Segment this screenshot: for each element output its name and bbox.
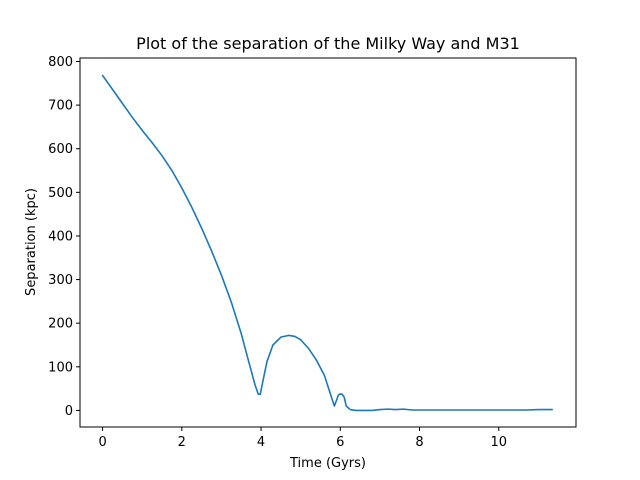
x-tick-label: 10 (490, 435, 507, 450)
x-axis: 0 2 4 6 8 10 (98, 427, 507, 450)
x-tick-label: 4 (257, 435, 265, 450)
y-tick-label: 600 (48, 142, 73, 157)
y-tick-label: 800 (48, 55, 73, 70)
y-tick-label: 300 (48, 273, 73, 288)
y-tick-label: 0 (65, 404, 73, 419)
y-tick-label: 200 (48, 317, 73, 332)
y-tick-label: 500 (48, 186, 73, 201)
plot-area (101, 74, 554, 412)
separation-series-line (101, 74, 554, 412)
y-tick-label: 400 (48, 229, 73, 244)
x-tick-label: 0 (98, 435, 106, 450)
y-axis-label: Separation (kpc) (24, 188, 39, 296)
plot-frame (79, 57, 577, 428)
y-axis: 0 100 200 300 400 500 600 700 800 (48, 55, 80, 419)
x-axis-label: Time (Gyrs) (289, 456, 366, 471)
y-tick-label: 700 (48, 99, 73, 114)
y-tick-label: 100 (48, 360, 73, 375)
x-tick-label: 8 (415, 435, 423, 450)
x-tick-label: 6 (336, 435, 344, 450)
chart-title: Plot of the separation of the Milky Way … (136, 34, 520, 53)
x-tick-label: 2 (178, 435, 186, 450)
